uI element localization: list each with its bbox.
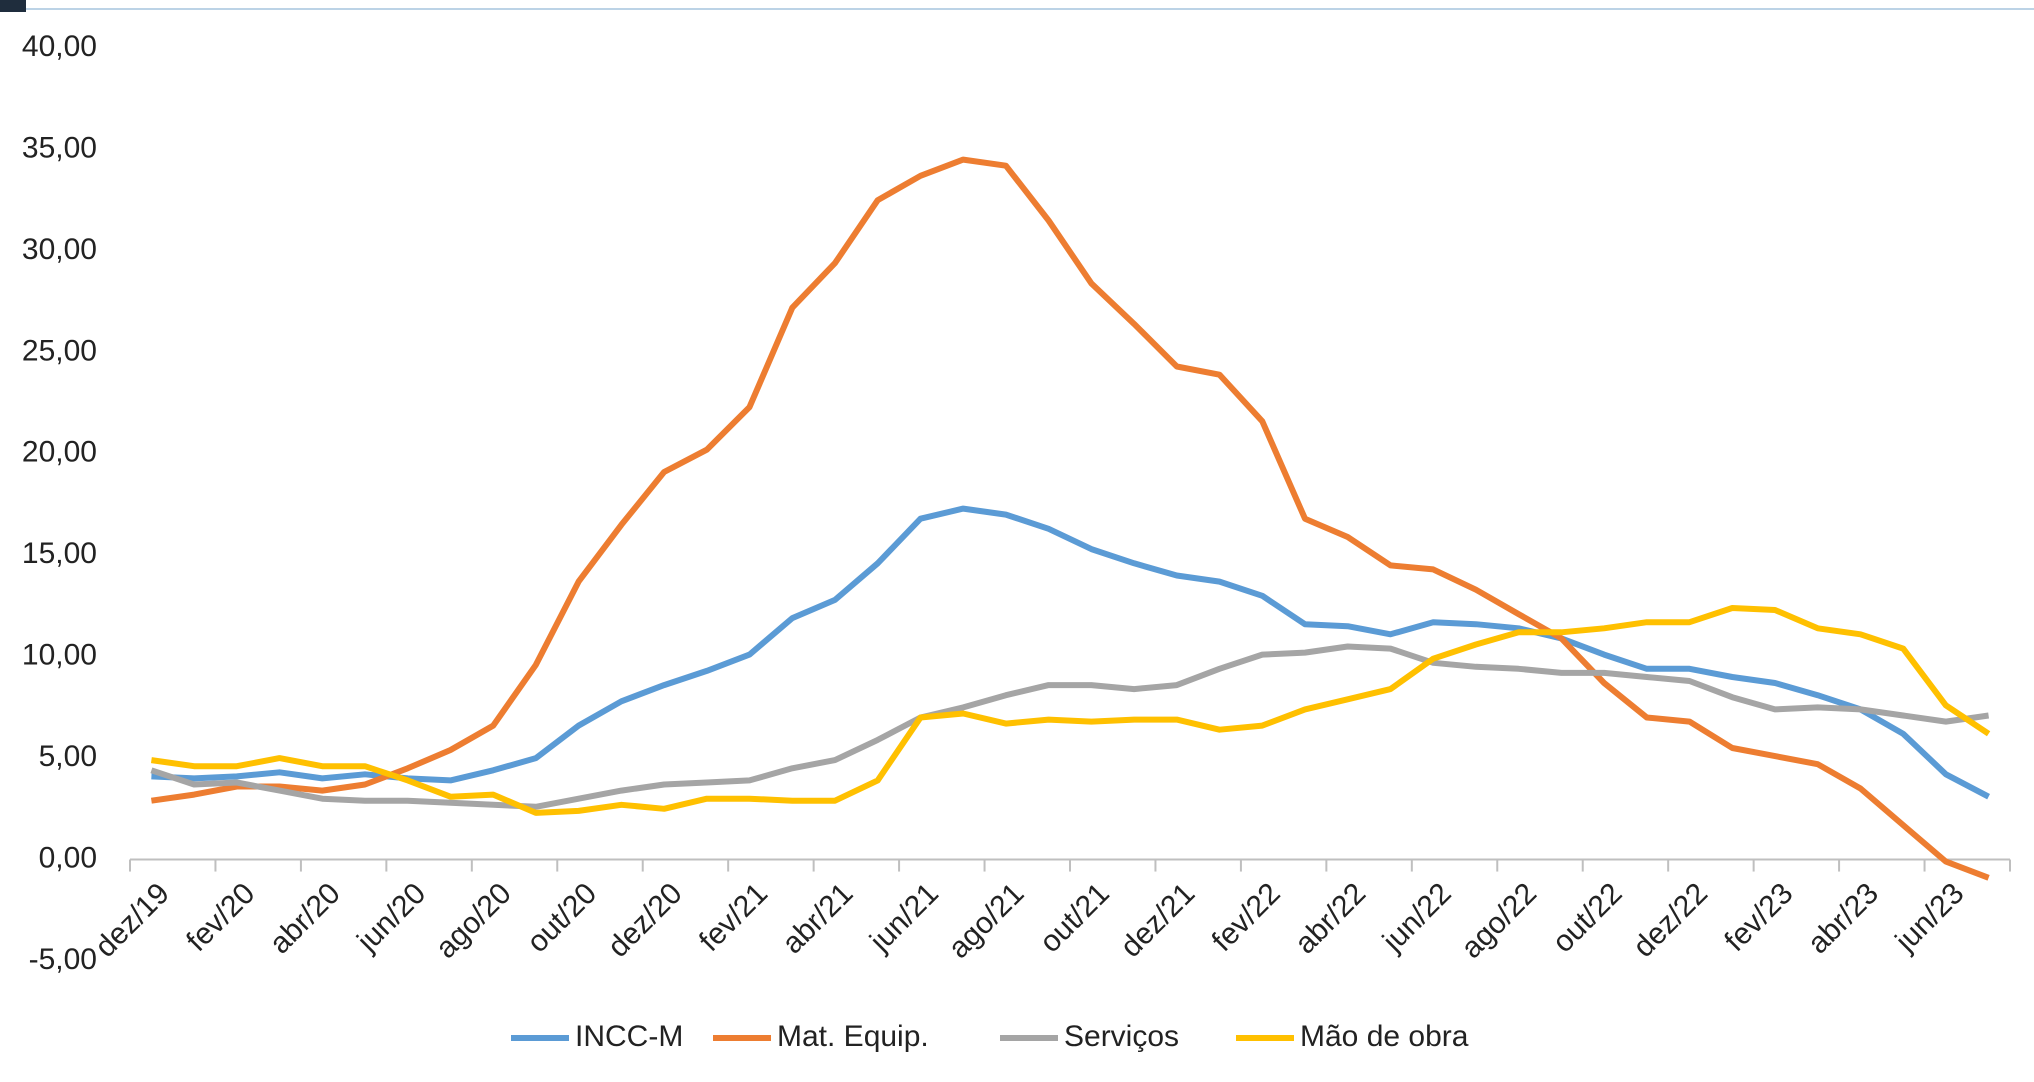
y-tick-label: -5,00 bbox=[29, 943, 97, 976]
x-tick-label: fev/22 bbox=[1206, 877, 1287, 958]
x-tick-label: out/21 bbox=[1034, 877, 1116, 959]
y-tick-label: 30,00 bbox=[22, 233, 97, 266]
x-tick-label: dez/19 bbox=[89, 877, 176, 964]
x-tick-label: jun/21 bbox=[863, 877, 945, 959]
legend-label: Serviços bbox=[1064, 1020, 1179, 1053]
x-tick-label: abr/22 bbox=[1289, 877, 1372, 960]
y-tick-label: 5,00 bbox=[39, 740, 97, 773]
x-tick-label: out/22 bbox=[1546, 877, 1628, 959]
x-tick-label: abr/20 bbox=[263, 877, 346, 960]
y-tick-label: 40,00 bbox=[22, 30, 97, 63]
x-tick-label: dez/22 bbox=[1627, 877, 1714, 964]
x-tick-label: ago/21 bbox=[942, 877, 1030, 965]
corner-block bbox=[0, 0, 26, 12]
x-tick-label: jun/23 bbox=[1889, 877, 1971, 959]
y-tick-label: 0,00 bbox=[39, 841, 97, 874]
x-tick-label: jun/22 bbox=[1376, 877, 1458, 959]
series-line bbox=[150, 605, 1991, 816]
x-tick-label: dez/21 bbox=[1114, 877, 1201, 964]
x-tick-label: abr/23 bbox=[1802, 877, 1885, 960]
x-tick-label: ago/20 bbox=[430, 877, 518, 965]
series-line bbox=[151, 505, 1990, 800]
x-tick-label: fev/21 bbox=[693, 877, 774, 958]
series-line bbox=[150, 156, 1990, 881]
y-tick-label: 10,00 bbox=[22, 639, 97, 672]
x-tick-label: jun/20 bbox=[350, 877, 432, 959]
y-tick-label: 25,00 bbox=[22, 334, 97, 367]
legend-label: INCC-M bbox=[575, 1020, 683, 1053]
x-tick-label: ago/22 bbox=[1455, 877, 1543, 965]
legend-label: Mão de obra bbox=[1300, 1020, 1469, 1053]
x-tick-label: abr/21 bbox=[776, 877, 859, 960]
x-tick-label: dez/20 bbox=[602, 877, 689, 964]
x-tick-label: fev/20 bbox=[180, 877, 261, 958]
y-tick-label: 35,00 bbox=[22, 131, 97, 164]
x-tick-label: out/20 bbox=[521, 877, 603, 959]
series-line bbox=[150, 643, 1990, 810]
y-tick-label: 15,00 bbox=[22, 537, 97, 570]
x-tick-label: fev/23 bbox=[1718, 877, 1799, 958]
y-tick-label: 20,00 bbox=[22, 436, 97, 469]
legend-label: Mat. Equip. bbox=[777, 1020, 929, 1053]
